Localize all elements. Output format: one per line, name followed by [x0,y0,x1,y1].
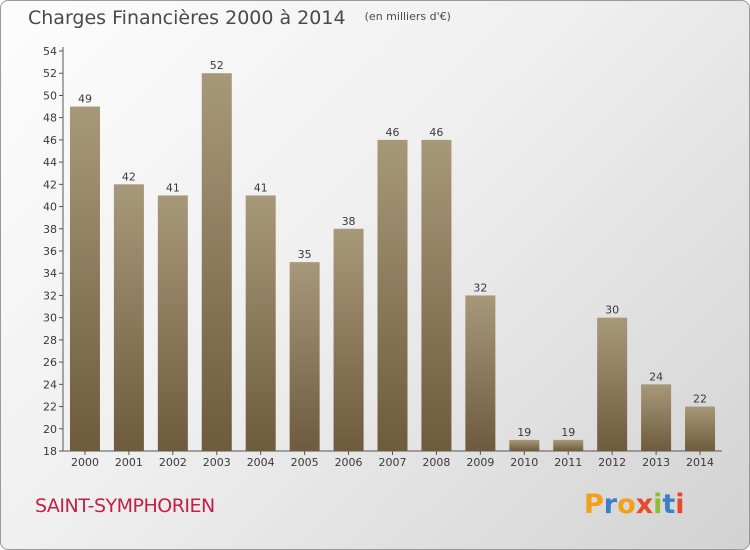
y-tick-label: 20 [43,423,57,436]
data-label: 41 [166,181,180,194]
data-label: 24 [649,370,663,383]
x-tick-label: 2011 [554,456,582,469]
x-tick-label: 2013 [642,456,670,469]
data-label: 19 [561,426,575,439]
y-tick-label: 28 [43,334,57,347]
bar [245,195,276,451]
logo-letter: x [635,489,654,520]
data-label: 49 [78,93,92,106]
logo-letter: o [617,489,636,520]
x-tick-label: 2005 [291,456,319,469]
data-label: 32 [473,281,487,294]
bar [69,106,100,452]
bar [685,406,716,451]
y-tick-label: 50 [43,89,57,102]
x-tick-label: 2008 [422,456,450,469]
data-label: 46 [386,126,400,139]
data-label: 35 [298,248,312,261]
x-tick-label: 2001 [115,456,143,469]
bar [597,317,628,451]
logo-letter: t [662,489,676,520]
y-tick-label: 48 [43,112,57,125]
bar [377,139,408,451]
y-tick-label: 24 [43,378,57,391]
proxiti-logo[interactable]: Proxiti [584,489,685,520]
logo-letter: i [653,489,663,520]
bar [333,228,364,451]
data-label: 38 [342,215,356,228]
y-tick-label: 40 [43,201,57,214]
x-tick-label: 2003 [203,456,231,469]
x-tick-label: 2006 [335,456,363,469]
x-tick-label: 2009 [466,456,494,469]
y-tick-label: 22 [43,401,57,414]
logo-letter: P [584,489,604,520]
data-label: 30 [605,304,619,317]
data-label: 41 [254,181,268,194]
bar [289,262,320,451]
y-tick-label: 46 [43,134,57,147]
data-label: 46 [429,126,443,139]
commune-name: SAINT-SYMPHORIEN [35,495,215,517]
bar [641,384,672,451]
bar [465,295,496,451]
data-label: 52 [210,59,224,72]
y-tick-label: 18 [43,445,57,458]
x-tick-label: 2002 [159,456,187,469]
y-tick-label: 44 [43,156,57,169]
x-tick-label: 2000 [71,456,99,469]
bar [509,439,540,451]
y-tick-label: 36 [43,245,57,258]
logo-letter: i [675,489,685,520]
bar [157,195,188,451]
bar [421,139,452,451]
data-label: 22 [693,393,707,406]
data-label: 42 [122,170,136,183]
title-row: Charges Financières 2000 à 2014 (en mill… [28,7,451,29]
y-tick-label: 54 [43,45,57,58]
y-tick-label: 38 [43,223,57,236]
x-tick-label: 2012 [598,456,626,469]
x-tick-label: 2014 [686,456,714,469]
y-tick-label: 42 [43,178,57,191]
y-tick-label: 34 [43,267,57,280]
logo-letter: r [603,489,618,520]
bar [113,184,144,452]
y-tick-label: 52 [43,67,57,80]
x-tick-label: 2004 [247,456,275,469]
x-tick-label: 2010 [510,456,538,469]
y-tick-label: 32 [43,289,57,302]
bar [201,73,232,451]
y-tick-label: 26 [43,356,57,369]
chart-subtitle: (en milliers d'€) [364,10,451,23]
bar [553,439,584,451]
y-tick-label: 30 [43,312,57,325]
x-tick-label: 2007 [379,456,407,469]
chart-title: Charges Financières 2000 à 2014 [28,7,346,29]
data-label: 19 [517,426,531,439]
